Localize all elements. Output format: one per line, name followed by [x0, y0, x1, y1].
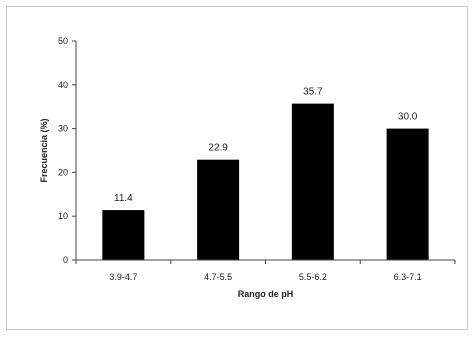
data-labels: 11.4 22.9 35.7 30.0 [114, 87, 418, 204]
bar-data-label: 30.0 [398, 112, 418, 123]
y-tick-label: 10 [58, 211, 68, 221]
y-tick-label: 50 [58, 36, 68, 46]
y-tick-label: 20 [58, 167, 68, 177]
x-tick-label: 3.9-4.7 [109, 272, 137, 282]
bar [197, 159, 240, 260]
y-axis-ticks: 0 10 20 30 40 50 [58, 36, 76, 265]
chart-frame: 0 10 20 30 40 50 3.9-4.7 4.7-5.5 5.5-6.2 6.3-7.1… [6, 6, 468, 330]
x-axis-ticks: 3.9-4.7 4.7-5.5 5.5-6.2 6.3-7.1 [75, 260, 456, 282]
x-tick-label: 5.5-6.2 [299, 272, 327, 282]
y-tick-label: 30 [58, 124, 68, 134]
bar-data-label: 22.9 [208, 143, 228, 154]
y-tick-label: 40 [58, 80, 68, 90]
x-axis-title: Rango de pH [238, 289, 294, 299]
bar-data-label: 11.4 [114, 193, 133, 204]
y-axis-title: Frecuencia (%) [39, 118, 49, 182]
bar [386, 128, 429, 260]
bars [102, 103, 429, 260]
y-tick-label: 0 [63, 255, 68, 265]
bar-data-label: 35.7 [303, 87, 323, 98]
bar [102, 210, 145, 260]
x-tick-label: 4.7-5.5 [204, 272, 232, 282]
bar-chart: 0 10 20 30 40 50 3.9-4.7 4.7-5.5 5.5-6.2 6.3-7.1… [39, 36, 456, 299]
x-tick-label: 6.3-7.1 [394, 272, 422, 282]
bar [291, 103, 334, 260]
